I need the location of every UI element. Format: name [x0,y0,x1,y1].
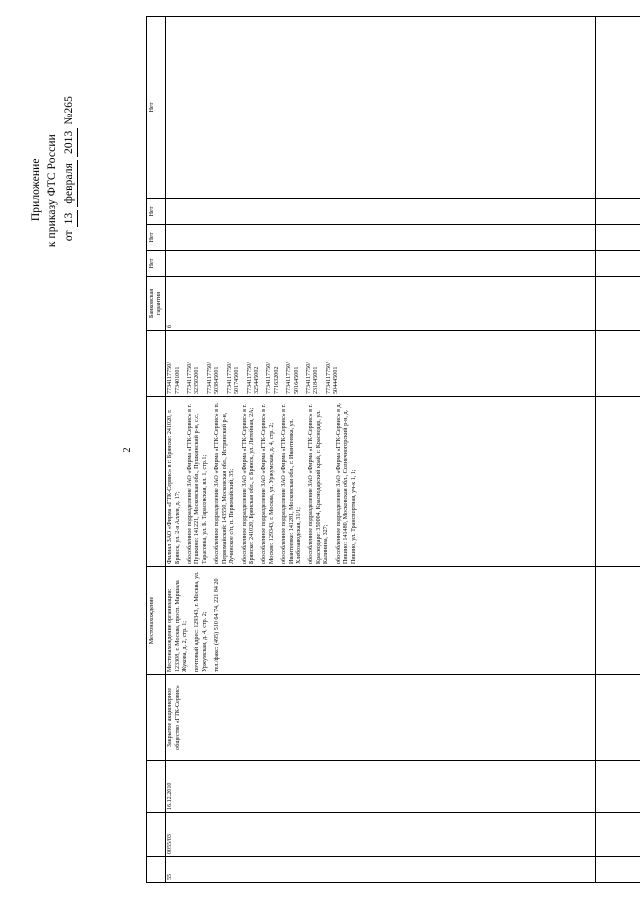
col-header-bank-guarantee: Банковская гарантия [146,276,166,331]
header-line-prilozhenie: Приложение [30,158,42,222]
inn-kpp-head: 7734117750/ 773401001 [167,333,182,394]
cell-empty [595,396,640,567]
table-row-empty [595,16,640,883]
header-line-order: к приказу ФТС России [46,134,59,248]
inn-kpp-item: 7734117750/ 325445002 [247,333,262,394]
kpp-value: 323502001 [194,366,201,394]
header-date-prefix: от [62,230,75,242]
kpp-value: 773401001 [174,366,181,394]
inn-kpp-item: 7734117750/ 771632002 [266,333,281,394]
cell-empty [595,856,640,883]
cell-address: Местонахождение организации: 123308, г. … [165,566,596,675]
inn-kpp-item: 7734117750/ 501745001 [227,333,242,394]
cell-bank-guarantee: б [165,276,596,331]
kpp-value: 771632002 [273,366,280,394]
inn-kpp-item: 7734117750/ 231845001 [306,333,321,394]
inn-value: 7734117750/ [186,362,193,394]
header-order-number: №265 [62,96,75,125]
branch-item: обособленное подразделение ЗАО «Фирма «Г… [186,404,208,564]
cell-extra-1 [165,250,596,277]
inn-value: 7734117750/ [286,362,293,394]
document-header: Приложение к приказу ФТС России от 13 фе… [28,96,78,247]
col-header-reg [146,812,166,857]
cell-empty [595,566,640,675]
kpp-value: 325445002 [253,366,260,394]
cell-empty [595,198,640,225]
header-date-year: 2013 [60,127,78,158]
address-phone: тел./факс: (495) 510 64 74, 221 84 20 [214,578,221,672]
cell-extra-2 [165,224,596,251]
col-header-extra-1: Нет [146,250,166,277]
inn-value: 7734117750/ [325,362,332,394]
branch-item: обособленное подразделение ЗАО «Фирма «Г… [335,402,357,564]
table-row: 55 0055/03 16.12.2010 Закрытое акционерн… [165,16,596,883]
cell-registry-number: 0055/03 [165,812,596,857]
kpp-value: 504445001 [333,366,340,394]
inn-value: 7734117750/ [246,362,253,394]
cell-empty [595,812,640,857]
branch-item: обособленное подразделение ЗАО «Фирма «Г… [281,404,303,564]
col-header-org [146,674,166,761]
inn-kpp-item: 7734117750/ 503845001 [207,333,222,394]
inn-value: 7734117750/ [266,362,273,394]
col-header-extra-3: Нет [146,198,166,225]
page-number: 2 [122,447,133,453]
cell-row-number: 55 [165,856,596,883]
col-header-num [146,856,166,883]
inn-value: 7734117750/ [226,362,233,394]
inn-kpp-item: 7734117750/ 323502001 [187,333,202,394]
address-legal: Местонахождение организации: 123308, г. … [167,580,188,672]
col-header-extra-4: Нет [146,16,166,199]
inn-kpp-item: 7734117750/ 501645001 [286,333,301,394]
header-line-date: от 13 февраля 2013 №265 [60,96,78,247]
inn-value: 7734117750/ [206,362,213,394]
cell-branches: Филиал ЗАО «Фирма «ГТК-Сервис» в г. Брян… [165,396,596,567]
col-header-inn [146,330,166,397]
branch-item: обособленное подразделение ЗАО «Фирма «Г… [308,404,330,564]
table-header-row: Местонахождение Банковская гарантия Нет … [146,16,166,883]
inn-value: 7734117750/ [167,362,174,394]
kpp-value: 231845001 [313,366,320,394]
cell-empty [595,276,640,331]
kpp-value: 501745001 [234,366,241,394]
branch-item: обособленное подразделение ЗАО «Фирма «Г… [214,402,236,564]
cell-empty [595,760,640,813]
branch-item: обособленное подразделение ЗАО «Фирма «Г… [261,404,275,564]
col-header-branch [146,396,166,567]
kpp-value: 503845001 [214,366,221,394]
header-date-day: 13 [60,209,78,228]
cell-extra-4 [165,16,596,199]
inn-value: 7734117750/ [306,362,313,394]
header-date-month: февраля [60,160,78,207]
cell-date: 16.12.2010 [165,760,596,813]
cell-empty [595,224,640,251]
col-header-date [146,760,166,813]
cell-organization: Закрытое акционерное общество «ГТК-Серви… [165,674,596,761]
branch-item: Филиал ЗАО «Фирма «ГТК-Сервис» в г. Брян… [167,409,181,564]
col-header-extra-2: Нет [146,224,166,251]
cell-extra-3 [165,198,596,225]
inn-kpp-item: 7734117750/ 504445001 [326,333,341,394]
cell-empty [595,330,640,397]
cell-empty [595,674,640,761]
address-postal: почтовый адрес: 129343, г. Москва, ул. У… [194,571,208,672]
branch-item: обособленное подразделение ЗАО «Фирма «Г… [241,404,255,564]
cell-empty [595,250,640,277]
col-header-address: Местонахождение [146,566,166,675]
cell-inn-kpp: 7734117750/ 773401001 7734117750/ 323502… [165,330,596,397]
kpp-value: 501645001 [293,366,300,394]
registry-table: Местонахождение Банковская гарантия Нет … [146,16,640,883]
cell-empty [595,16,640,199]
